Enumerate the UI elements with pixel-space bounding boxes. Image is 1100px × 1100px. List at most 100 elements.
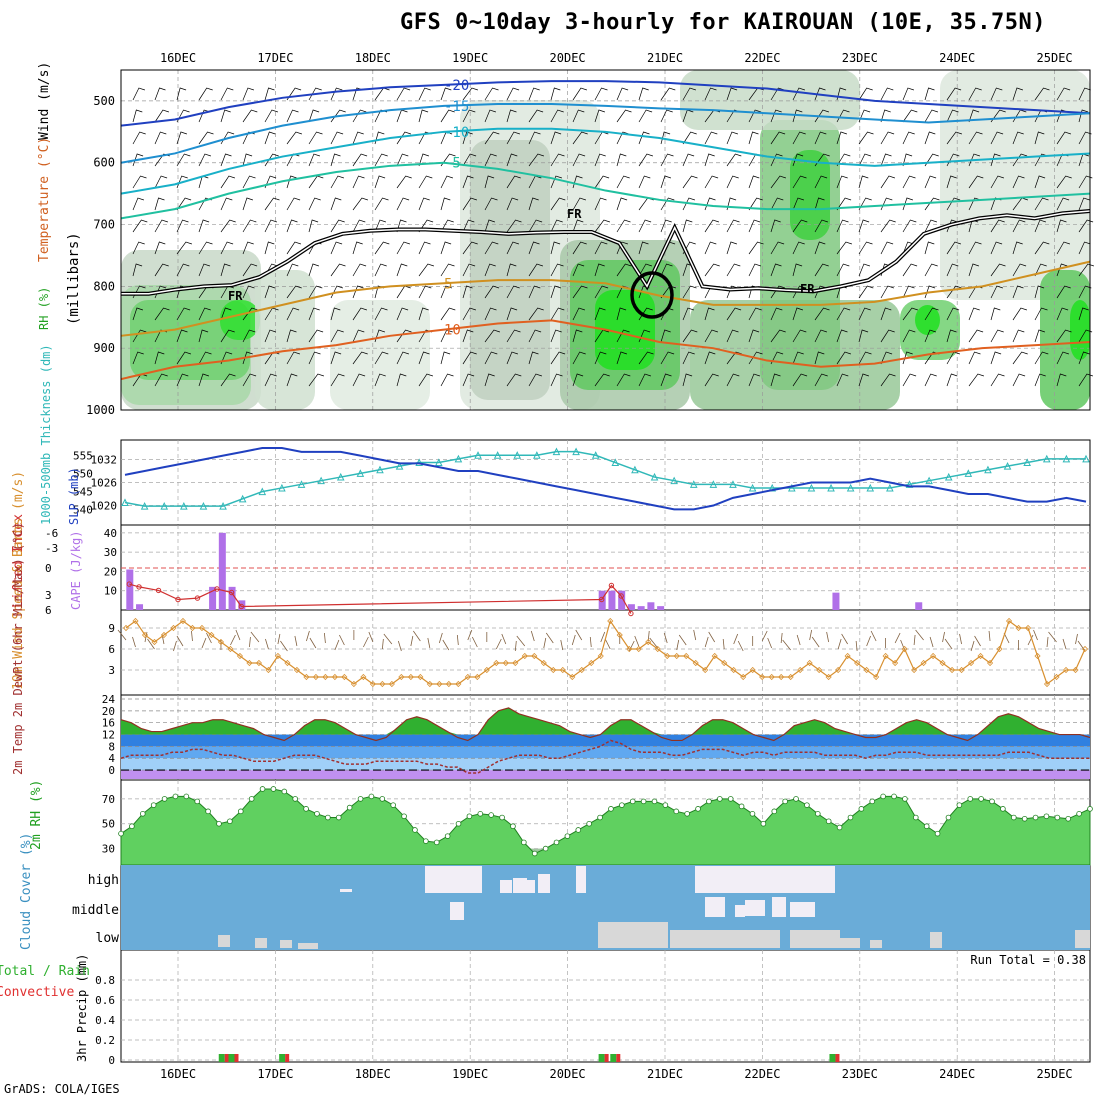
wind-barb [792, 153, 804, 167]
wind-barb [132, 351, 144, 365]
wind-barb [858, 175, 869, 189]
wind10m-marker [664, 652, 671, 660]
wind-tick-9: 9 [108, 622, 115, 635]
wind-barb [286, 219, 298, 233]
thickness-marker [827, 483, 835, 492]
wind-barb [748, 263, 762, 277]
wind-barb [330, 131, 344, 145]
wind10m-marker [398, 673, 405, 681]
wind-barb [308, 109, 320, 123]
wind10m-barb [571, 634, 576, 646]
li-tick-4: -6 [45, 527, 58, 540]
wind-barb [682, 87, 697, 101]
wind-barb [792, 87, 806, 101]
wind-barb [682, 285, 697, 299]
wind10m-barb [442, 639, 450, 651]
thickness-tick-550: 550 [73, 467, 93, 480]
wind-barb [638, 153, 654, 167]
wind-barb [858, 131, 874, 145]
wind-barb [836, 197, 852, 211]
precip-convective-bar [835, 1054, 840, 1062]
wind-barb [1056, 351, 1070, 365]
wind10m-marker [360, 673, 367, 681]
wind10m-marker [1043, 680, 1051, 688]
wind-barb [198, 307, 211, 321]
wind-barb [330, 351, 342, 365]
isotherm-label-5: 5 [444, 276, 452, 292]
wind-barb [374, 197, 389, 211]
cape-bar [618, 590, 626, 610]
wind-barb [484, 263, 496, 277]
wind-barb [814, 109, 830, 123]
wind-barb [242, 241, 254, 255]
precip-total-bar [228, 1054, 235, 1062]
wind10m-marker [835, 666, 842, 674]
wind-barb [198, 87, 213, 101]
wind-barb [638, 373, 652, 387]
wind-barb [990, 373, 1005, 387]
wind-barb [330, 197, 342, 211]
lifted-index-marker [126, 581, 133, 587]
rh2m-marker [379, 796, 386, 802]
wind-barb [748, 373, 761, 387]
wind-barb [550, 153, 565, 167]
wind-barb [814, 241, 826, 255]
wind-barb [1012, 373, 1026, 387]
wind-barb [528, 285, 541, 299]
rh2m-marker [771, 808, 778, 815]
rh2m-marker [183, 793, 190, 800]
cloud-cell [790, 930, 840, 948]
wind-barb [396, 175, 412, 189]
band-8-12 [121, 734, 1090, 747]
thickness-marker [1023, 458, 1031, 467]
wind-barb [242, 219, 257, 233]
wind-barb [484, 175, 495, 189]
wind10m-marker [863, 666, 870, 674]
wind-barb [308, 197, 321, 211]
rh2m-marker [684, 811, 690, 817]
wind-barb [132, 153, 144, 167]
wind-barb [484, 329, 501, 343]
wind-barb [132, 263, 143, 277]
wind10m-marker [407, 673, 414, 681]
wind-barb [792, 285, 806, 299]
wind-barb [506, 153, 518, 167]
wind-barb [330, 153, 341, 167]
wind10m-marker [673, 652, 680, 660]
temp-tick-4: 4 [108, 752, 115, 765]
wind-barb [704, 307, 715, 321]
wind-barb [858, 263, 871, 277]
cloud-level-low: low [96, 931, 120, 946]
wind-barb [506, 241, 520, 255]
wind-barb [572, 373, 584, 387]
rh2m-marker [1000, 806, 1006, 812]
cape-bar [637, 606, 645, 610]
rh2m-marker [227, 818, 233, 825]
wind-barb [264, 109, 279, 123]
cape-tick-30: 30 [104, 546, 117, 559]
wind-barb [462, 219, 475, 233]
wind-barb [682, 197, 696, 211]
cloud-cell [340, 889, 352, 892]
wind-barb [1034, 175, 1046, 189]
wind-barb [1078, 285, 1092, 299]
temp2m-area [121, 707, 1090, 735]
wind-barb [660, 131, 671, 145]
wind10m-barb [383, 633, 393, 645]
rh2m-marker [662, 802, 669, 808]
wind10m-marker [1072, 666, 1079, 674]
wind-barb [946, 329, 957, 343]
thickness-marker [670, 476, 678, 485]
isotherm--10 [120, 127, 1091, 195]
rh2m-marker [314, 811, 320, 817]
wind10m-marker [626, 645, 633, 653]
rh2m-marker [760, 820, 767, 827]
wind-barb [814, 197, 825, 211]
wind-barb [550, 131, 562, 145]
wind10m-barb [1077, 640, 1086, 652]
lifted-index-marker [598, 596, 605, 603]
wind-barb [616, 109, 632, 123]
wind10m-marker [122, 624, 130, 632]
wind10m-barbs [117, 629, 1086, 652]
wind10m-barb [250, 631, 260, 643]
